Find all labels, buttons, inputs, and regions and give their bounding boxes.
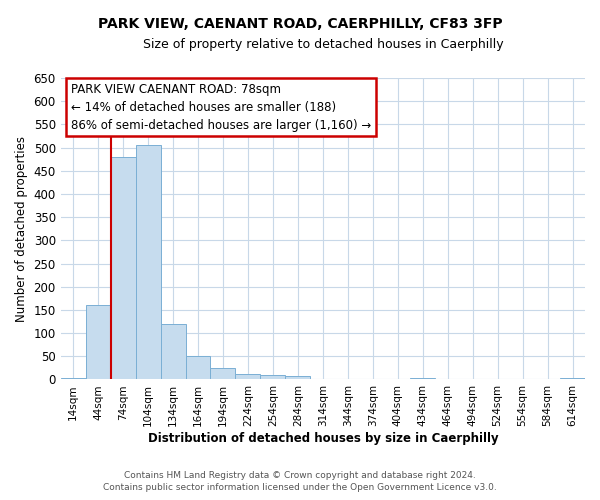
Bar: [185, 356, 211, 380]
Bar: [61, 378, 86, 380]
Y-axis label: Number of detached properties: Number of detached properties: [15, 136, 28, 322]
Bar: [260, 375, 286, 380]
Bar: [211, 368, 235, 380]
Bar: [110, 157, 136, 380]
Title: Size of property relative to detached houses in Caerphilly: Size of property relative to detached ho…: [143, 38, 503, 51]
Bar: [235, 374, 260, 380]
Text: Contains HM Land Registry data © Crown copyright and database right 2024.: Contains HM Land Registry data © Crown c…: [124, 471, 476, 480]
Bar: [286, 376, 310, 380]
Bar: [86, 306, 110, 380]
X-axis label: Distribution of detached houses by size in Caerphilly: Distribution of detached houses by size …: [148, 432, 498, 445]
Bar: [410, 378, 435, 380]
Bar: [560, 378, 585, 380]
Text: PARK VIEW CAENANT ROAD: 78sqm
← 14% of detached houses are smaller (188)
86% of : PARK VIEW CAENANT ROAD: 78sqm ← 14% of d…: [71, 82, 371, 132]
Bar: [136, 146, 161, 380]
Text: PARK VIEW, CAENANT ROAD, CAERPHILLY, CF83 3FP: PARK VIEW, CAENANT ROAD, CAERPHILLY, CF8…: [98, 18, 502, 32]
Bar: [161, 324, 185, 380]
Text: Contains public sector information licensed under the Open Government Licence v3: Contains public sector information licen…: [103, 484, 497, 492]
